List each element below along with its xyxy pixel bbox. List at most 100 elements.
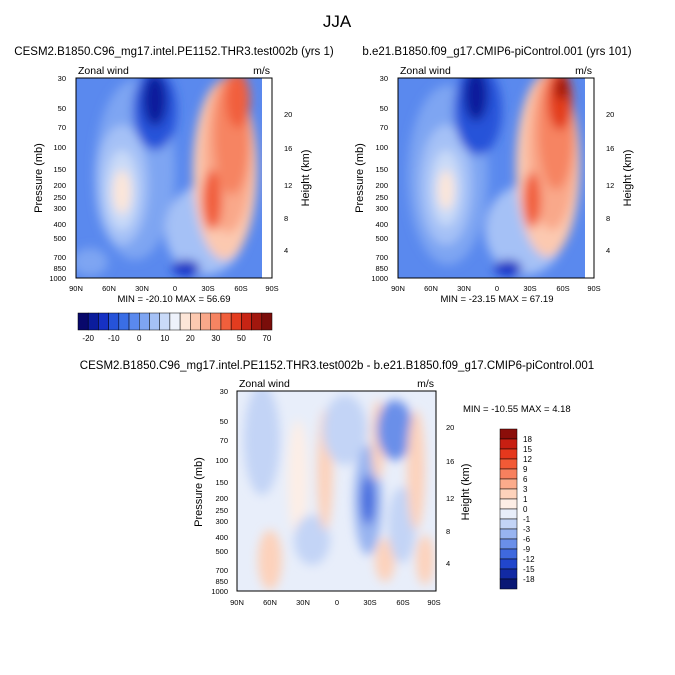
y-tick-label: 150 xyxy=(375,165,388,174)
colorbar-swatch xyxy=(499,498,518,510)
colorbar-label: -9 xyxy=(523,545,531,554)
colorbar-swatch xyxy=(241,312,252,331)
colorbar-label: 15 xyxy=(523,445,532,454)
y2-tick-label: 20 xyxy=(446,423,454,432)
x-tick-label: 0 xyxy=(173,284,177,293)
contour-field xyxy=(76,78,272,278)
y2-tick-label: 16 xyxy=(446,457,454,466)
y2-tick-label: 4 xyxy=(446,559,450,568)
colorbar-swatch xyxy=(499,438,518,450)
colorbar-label: 0 xyxy=(523,505,528,514)
y-tick-label: 200 xyxy=(375,181,388,190)
y-ticks: 30 50 70 100 150 200 250 300 400 500 700… xyxy=(49,74,66,283)
colorbar-swatch xyxy=(251,312,263,331)
colorbar-swatch xyxy=(499,468,518,480)
y-tick-label: 70 xyxy=(220,436,228,445)
x-tick-label: 90N xyxy=(69,284,83,293)
x-ticks: 90N 60N 30N 0 30S 60S 90S xyxy=(230,598,441,607)
y2-tick-label: 20 xyxy=(606,110,614,119)
y2-tick-label: 16 xyxy=(284,144,292,153)
colorbar-swatch xyxy=(499,538,518,550)
colorbar-label: -15 xyxy=(523,565,535,574)
colorbar-swatch xyxy=(499,558,518,570)
colorbar-swatch xyxy=(128,312,140,331)
colorbar-swatch xyxy=(499,458,518,470)
x-tick-label: 90S xyxy=(265,284,278,293)
y-tick-label: 1000 xyxy=(211,587,228,596)
y-tick-label: 300 xyxy=(375,204,388,213)
colorbar-top: -20 -10 0 10 20 30 50 70 xyxy=(77,312,273,343)
x-tick-label: 0 xyxy=(335,598,339,607)
y-tick-label: 100 xyxy=(53,143,66,152)
y-tick-label: 1000 xyxy=(371,274,388,283)
colorbar-label: -1 xyxy=(523,515,531,524)
colorbar-label: -10 xyxy=(108,334,120,343)
y2-tick-label: 4 xyxy=(606,246,610,255)
y-axis-label: Pressure (mb) xyxy=(354,143,366,213)
colorbar-label: -18 xyxy=(523,575,535,584)
y-tick-label: 500 xyxy=(53,234,66,243)
x-tick-label: 30N xyxy=(296,598,310,607)
colorbar-swatch xyxy=(149,312,160,331)
y-tick-label: 850 xyxy=(215,577,228,586)
panel-title: CESM2.B1850.C96_mg17.intel.PE1152.THR3.t… xyxy=(14,46,334,58)
colorbar-swatch xyxy=(118,312,130,331)
y-tick-label: 30 xyxy=(58,74,66,83)
colorbar-swatch xyxy=(499,578,518,590)
colorbar-label: 1 xyxy=(523,495,528,504)
y2-axis-label: Height (km) xyxy=(460,464,472,521)
colorbar-swatch xyxy=(261,312,273,331)
y-tick-label: 400 xyxy=(215,533,228,542)
colorbar-swatch xyxy=(499,478,518,490)
field-name-label: Zonal wind xyxy=(78,65,129,77)
y2-tick-label: 20 xyxy=(284,110,292,119)
y-tick-label: 300 xyxy=(53,204,66,213)
y-tick-label: 250 xyxy=(215,506,228,515)
colorbar-label: -6 xyxy=(523,535,531,544)
y-tick-label: 500 xyxy=(215,547,228,556)
colorbar-swatch xyxy=(77,312,89,331)
colorbar-swatch xyxy=(87,312,99,331)
x-tick-label: 90N xyxy=(230,598,244,607)
min-max-text: MIN = -20.10 MAX = 56.69 xyxy=(117,294,230,305)
panel-difference: CESM2.B1850.C96_mg17.intel.PE1152.THR3.t… xyxy=(80,360,594,607)
plot-frame xyxy=(236,390,437,592)
contour-field xyxy=(237,391,436,591)
y2-tick-label: 8 xyxy=(446,527,450,536)
y-tick-label: 1000 xyxy=(49,274,66,283)
y2-axis-label: Height (km) xyxy=(300,150,312,207)
plot-frame xyxy=(397,77,595,279)
x-tick-label: 30N xyxy=(135,284,149,293)
y-ticks: 30 50 70 100 150 200 250 300 400 500 700… xyxy=(211,387,228,596)
y2-tick-label: 12 xyxy=(446,494,454,503)
y2-axis-label: Height (km) xyxy=(622,150,634,207)
panel-reference: b.e21.B1850.f09_g17.CMIP6-piControl.001 … xyxy=(354,46,634,305)
units-label: m/s xyxy=(417,378,434,390)
colorbar-swatch xyxy=(499,568,518,580)
colorbar-label: 12 xyxy=(523,455,532,464)
x-tick-label: 30N xyxy=(457,284,471,293)
y2-tick-label: 12 xyxy=(606,181,614,190)
y-tick-label: 250 xyxy=(375,193,388,202)
units-label: m/s xyxy=(253,65,270,77)
y-tick-label: 100 xyxy=(215,456,228,465)
x-tick-label: 60S xyxy=(556,284,569,293)
x-ticks: 90N 60N 30N 0 30S 60S 90S xyxy=(69,284,279,293)
colorbar-label: 20 xyxy=(186,334,195,343)
y-tick-label: 700 xyxy=(53,253,66,262)
y2-tick-label: 12 xyxy=(284,181,292,190)
y2-tick-label: 4 xyxy=(284,246,288,255)
y-tick-label: 500 xyxy=(375,234,388,243)
y-tick-label: 50 xyxy=(380,104,388,113)
y-axis-label: Pressure (mb) xyxy=(33,143,45,213)
colorbar-swatch xyxy=(200,312,211,331)
plot-frame xyxy=(75,77,273,279)
y-tick-label: 250 xyxy=(53,193,66,202)
colorbar-swatch xyxy=(230,312,242,331)
y2-tick-label: 8 xyxy=(606,214,610,223)
contour-field xyxy=(398,78,594,278)
y-tick-label: 200 xyxy=(215,494,228,503)
figure-title: JJA xyxy=(323,12,352,31)
colorbar-swatch xyxy=(190,312,201,331)
y-tick-label: 850 xyxy=(375,264,388,273)
